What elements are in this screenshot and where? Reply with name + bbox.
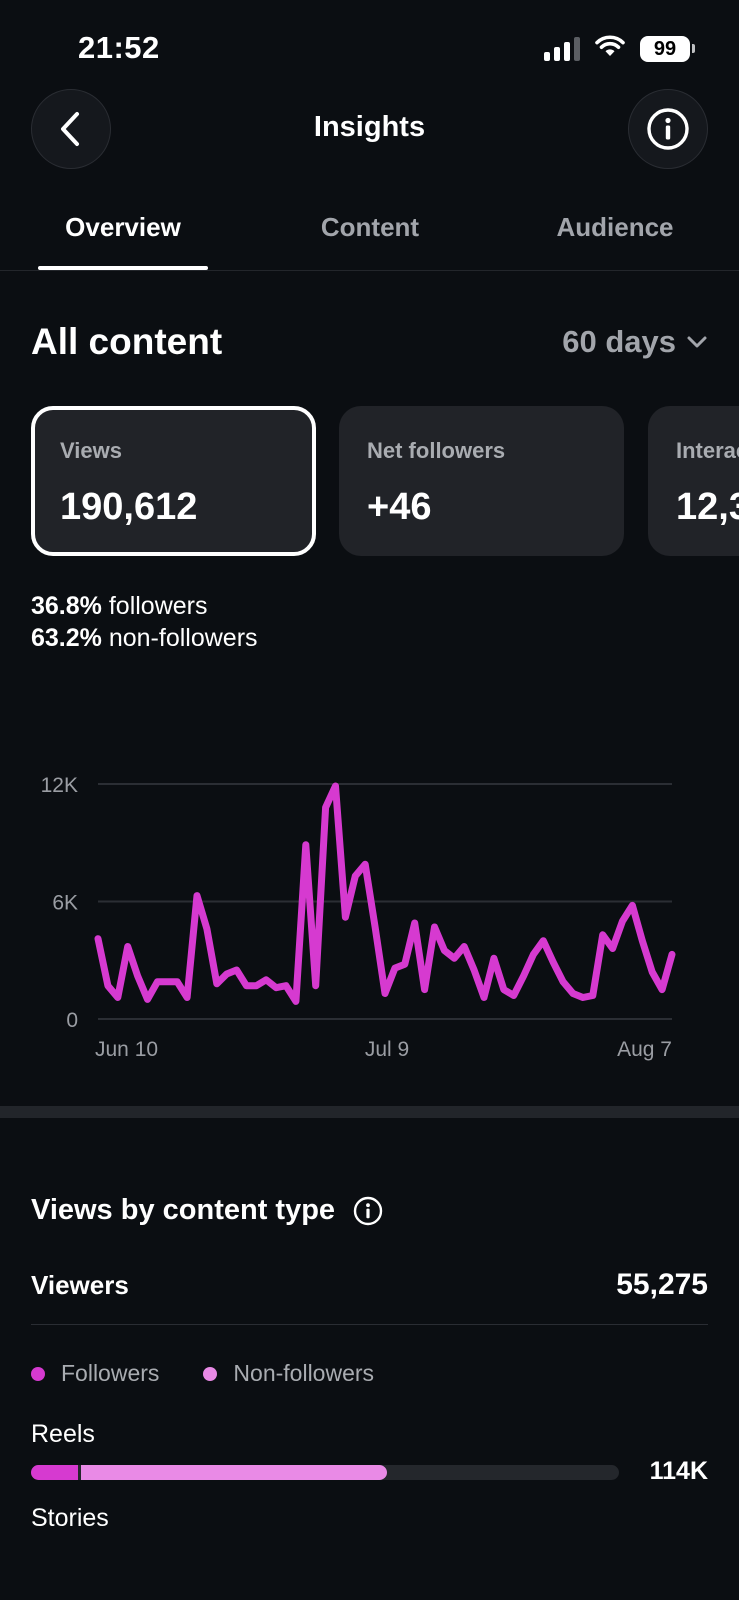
reels-value: 114K bbox=[649, 1457, 708, 1485]
metric-label: Interactions bbox=[676, 438, 739, 463]
tab-audience[interactable]: Audience bbox=[556, 212, 674, 242]
nonfollowers-text: non-followers bbox=[108, 624, 258, 652]
legend-item-nonfollowers: Non-followers bbox=[203, 1360, 374, 1387]
content-type-title: Views by content type bbox=[31, 1194, 383, 1227]
reels-label: Reels bbox=[31, 1420, 95, 1448]
followers-text: followers bbox=[108, 592, 208, 620]
chart-canvas: 12K 6K 0 Jun 10 Jul 9 Aug 7 bbox=[41, 774, 676, 1061]
chevron-left-icon bbox=[61, 112, 79, 146]
content-type-title-text: Views by content type bbox=[31, 1194, 336, 1226]
legend-item-followers: Followers bbox=[31, 1360, 159, 1387]
reels-bar-nonfollowers bbox=[81, 1465, 387, 1480]
metric-value: 12,3 bbox=[676, 486, 739, 528]
status-time: 21:52 bbox=[78, 30, 160, 65]
nonfollowers-breakdown: 63.2% non-followers bbox=[31, 622, 258, 654]
section-divider bbox=[0, 1106, 739, 1118]
views-breakdown: 36.8% followers 63.2% non-followers bbox=[31, 590, 258, 654]
legend-dot-followers bbox=[31, 1366, 45, 1381]
status-icons: 99 bbox=[544, 34, 695, 63]
metric-card-interactions[interactable]: Interactions 12,3 bbox=[648, 406, 739, 556]
page-title: Insights bbox=[313, 111, 426, 143]
metric-value: 190,612 bbox=[60, 486, 198, 528]
views-series-line bbox=[94, 782, 676, 1005]
wifi-icon bbox=[594, 34, 626, 63]
tab-content[interactable]: Content bbox=[320, 212, 420, 242]
info-icon bbox=[647, 108, 689, 150]
viewers-row: Viewers 55,275 bbox=[31, 1268, 708, 1325]
tab-bar: Overview Content Audience bbox=[0, 200, 739, 271]
active-tab-indicator bbox=[38, 266, 208, 270]
date-range-dropdown[interactable]: 60 days bbox=[562, 324, 708, 360]
views-line-chart[interactable]: 12K 6K 0 Jun 10 Jul 9 Aug 7 bbox=[0, 760, 739, 1070]
y-tick-label: 6K bbox=[52, 892, 78, 915]
metric-cards: Views 190,612 Net followers +46 Interact… bbox=[31, 406, 739, 556]
battery-level: 99 bbox=[640, 35, 690, 62]
tab-overview[interactable]: Overview bbox=[65, 212, 181, 242]
metric-value: +46 bbox=[367, 486, 432, 528]
reels-bar-followers bbox=[31, 1465, 78, 1480]
x-tick-label: Jun 10 bbox=[95, 1038, 158, 1061]
y-tick-label: 0 bbox=[66, 1009, 78, 1032]
stories-label: Stories bbox=[31, 1504, 109, 1532]
metric-card-views[interactable]: Views 190,612 bbox=[31, 406, 316, 556]
section-title: All content bbox=[31, 321, 223, 362]
viewers-label: Viewers bbox=[31, 1270, 129, 1300]
info-icon[interactable] bbox=[353, 1196, 383, 1226]
content-type-legend: Followers Non-followers bbox=[31, 1360, 374, 1387]
viewers-value: 55,275 bbox=[616, 1268, 708, 1301]
legend-dot-nonfollowers bbox=[203, 1366, 218, 1381]
chevron-down-icon bbox=[687, 336, 707, 348]
legend-label-followers: Followers bbox=[61, 1360, 160, 1386]
followers-percent: 36.8% bbox=[31, 592, 102, 620]
x-tick-label: Jul 9 bbox=[365, 1038, 409, 1061]
date-range-label: 60 days bbox=[562, 324, 676, 359]
info-button[interactable] bbox=[628, 89, 708, 169]
metric-label: Net followers bbox=[367, 438, 506, 463]
nonfollowers-percent: 63.2% bbox=[31, 624, 102, 652]
followers-breakdown: 36.8% followers bbox=[31, 590, 258, 622]
battery-icon: 99 bbox=[640, 35, 695, 62]
metric-label: Views bbox=[60, 438, 122, 463]
metric-card-net-followers[interactable]: Net followers +46 bbox=[339, 406, 624, 556]
y-tick-label: 12K bbox=[41, 774, 78, 797]
back-button[interactable] bbox=[31, 89, 111, 169]
signal-icon bbox=[544, 36, 580, 61]
reels-bar[interactable] bbox=[31, 1465, 619, 1480]
x-tick-label: Aug 7 bbox=[617, 1038, 672, 1061]
legend-label-nonfollowers: Non-followers bbox=[233, 1360, 375, 1386]
